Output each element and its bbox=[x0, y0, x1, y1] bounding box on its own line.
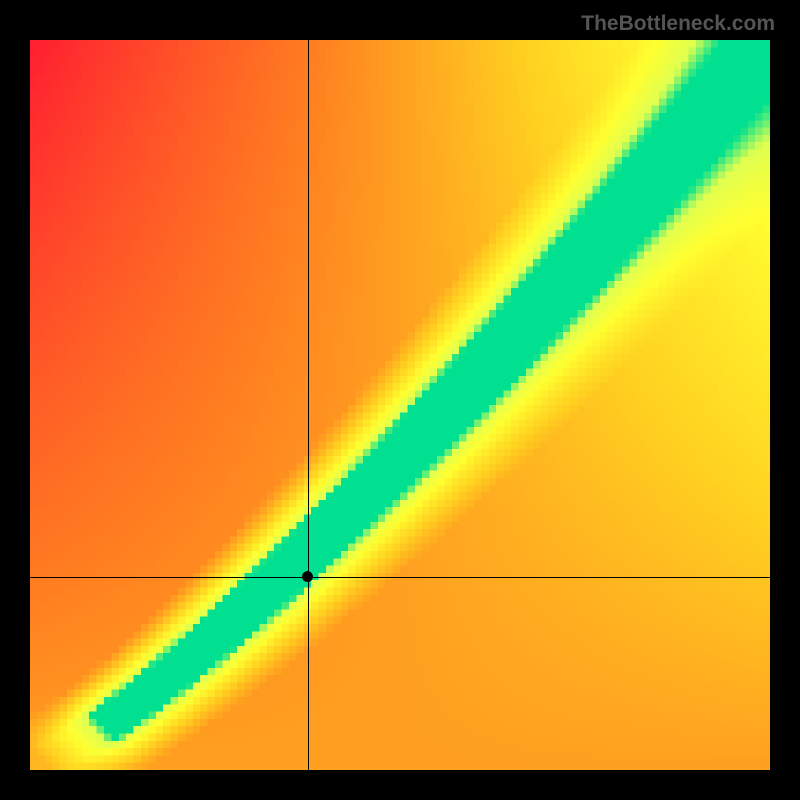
marker-overlay bbox=[30, 40, 770, 770]
chart-container: TheBottleneck.com bbox=[0, 0, 800, 800]
watermark-text: TheBottleneck.com bbox=[581, 12, 775, 36]
crosshair-vertical bbox=[308, 40, 309, 770]
plot-area bbox=[30, 40, 770, 770]
crosshair-horizontal bbox=[30, 577, 770, 578]
